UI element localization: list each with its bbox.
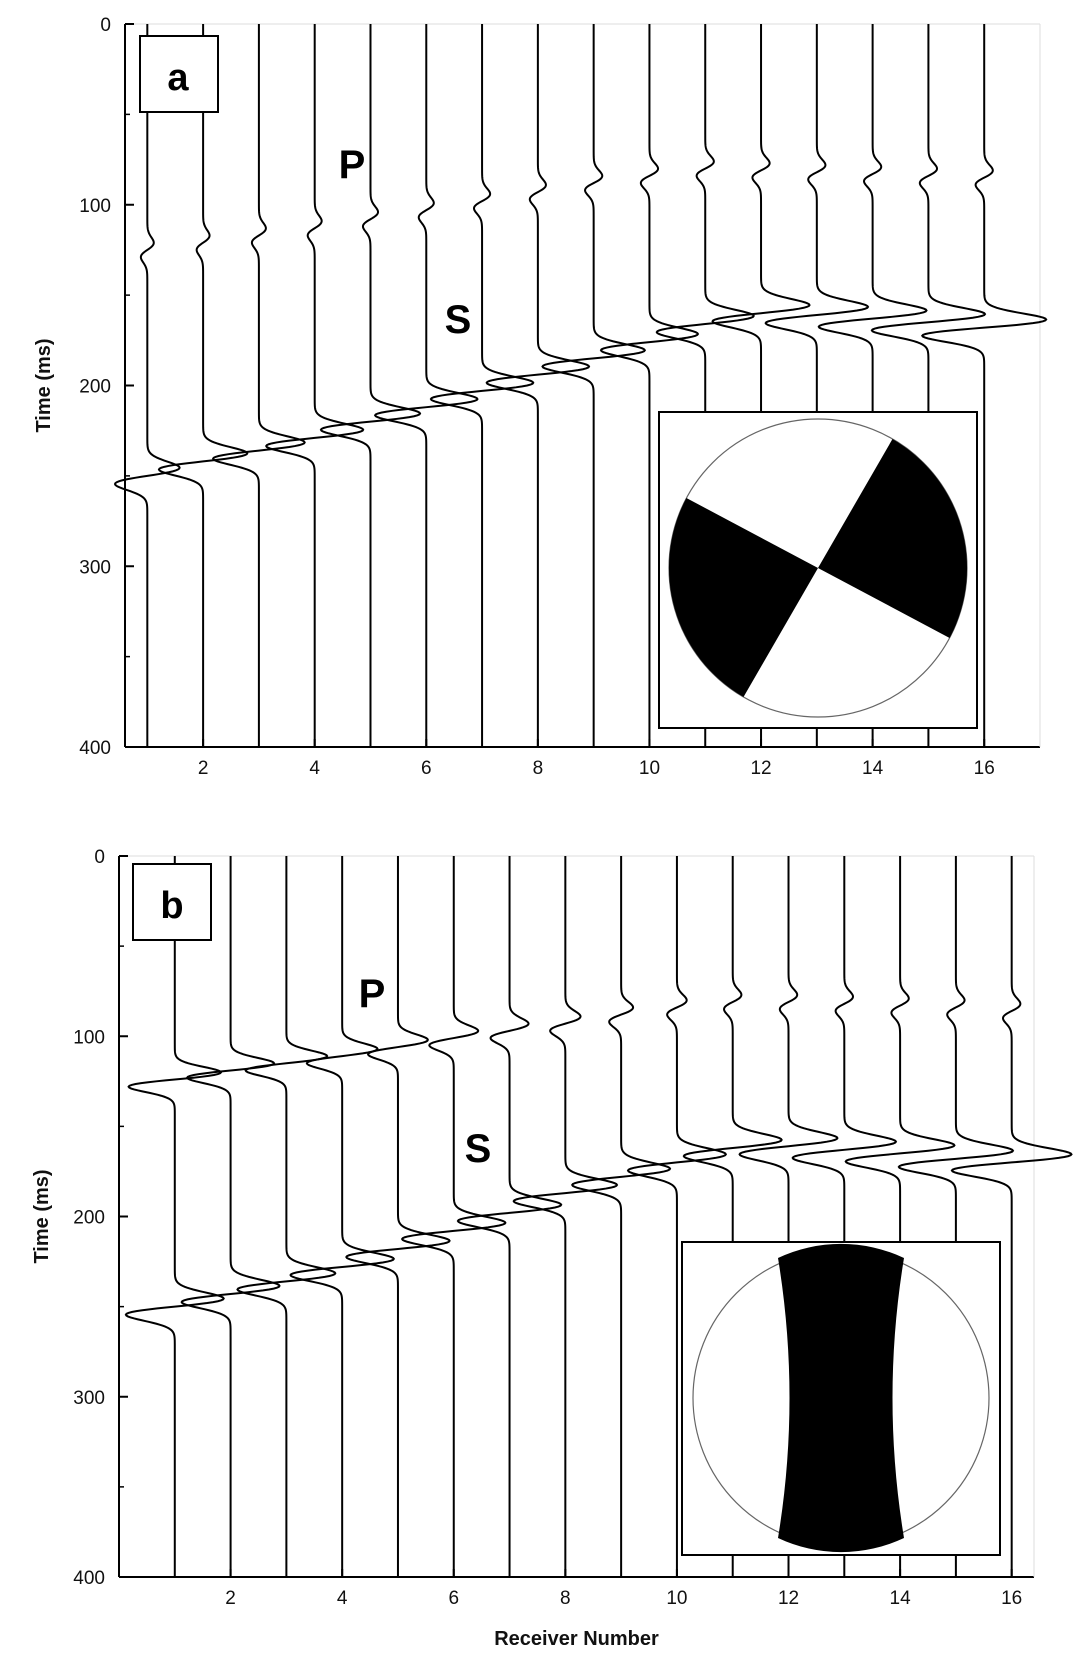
trace-receiver-6: [373, 24, 479, 747]
x-tick-label: 16: [1001, 1588, 1022, 1609]
x-tick-label: 12: [750, 758, 771, 779]
y-tick-label: 100: [79, 196, 111, 217]
x-tick-label: 8: [533, 758, 544, 779]
trace-receiver-4: [289, 856, 396, 1577]
x-tick-label: 10: [639, 758, 660, 779]
x-tick-label: 4: [337, 1588, 348, 1609]
p-phase-label: P: [339, 143, 366, 187]
x-tick-label: 6: [448, 1588, 459, 1609]
trace-receiver-1: [124, 856, 225, 1577]
trace-receiver-10: [599, 24, 700, 747]
trace-receiver-1: [113, 24, 181, 747]
y-tick-label: 300: [73, 1388, 105, 1409]
x-axis-title: Receiver Number: [494, 1628, 659, 1650]
x-tick-label: 6: [421, 758, 432, 779]
p-phase-label: P: [359, 972, 386, 1016]
y-tick-label: 0: [100, 15, 111, 36]
y-tick-label: 400: [73, 1568, 105, 1589]
x-tick-label: 14: [862, 758, 884, 779]
panel-tag-box: [139, 35, 219, 113]
x-tick-label: 14: [890, 1588, 912, 1609]
y-tick-label: 100: [73, 1027, 105, 1048]
trace-receiver-7: [456, 856, 563, 1577]
x-tick-label: 2: [225, 1588, 236, 1609]
x-tick-label: 12: [778, 1588, 799, 1609]
panel-b: 0 100 200 300 400 2 4 6 8 10 12 14 16 Time (ms) Receiv…: [31, 847, 1073, 1650]
y-tick-label: 400: [79, 738, 111, 759]
y-tick-label: 200: [79, 377, 111, 398]
trace-receiver-6: [400, 856, 507, 1577]
trace-receiver-5: [345, 856, 451, 1577]
trace-receiver-9: [541, 24, 647, 747]
trace-receiver-16: [920, 24, 1048, 747]
beachball-inset: [658, 411, 978, 729]
trace-receiver-8: [512, 856, 619, 1577]
trace-receiver-16: [950, 856, 1073, 1577]
x-tick-label: 2: [198, 758, 209, 779]
x-tick-label: 4: [309, 758, 320, 779]
compressional-band: [778, 1243, 904, 1553]
y-axis-title: Time (ms): [31, 1169, 53, 1263]
x-tick-label: 8: [560, 1588, 571, 1609]
panel-tag-label: b: [160, 885, 183, 927]
trace-receiver-2: [180, 856, 281, 1577]
y-tick-label: 0: [94, 847, 105, 868]
trace-receiver-9: [571, 856, 672, 1577]
beachball-inset: [681, 1241, 1001, 1556]
s-phase-label: S: [445, 298, 472, 342]
s-phase-label: S: [465, 1127, 492, 1171]
x-tick-label: 16: [974, 758, 995, 779]
panel-a: 0 100 200 300 400 2 4 6 8 10 12 14 16 Time (ms) a P S: [33, 15, 1048, 779]
trace-receiver-3: [211, 24, 306, 747]
panel-tag-box: [132, 863, 212, 941]
trace-receiver-3: [236, 856, 337, 1577]
y-tick-label: 200: [73, 1208, 105, 1229]
trace-receiver-4: [265, 24, 365, 747]
trace-receiver-2: [157, 24, 249, 747]
compressional-quadrant-east: [818, 439, 968, 638]
y-axis-title: Time (ms): [33, 338, 55, 432]
x-tick-label: 10: [666, 1588, 687, 1609]
panel-tag-label: a: [167, 57, 189, 99]
trace-receiver-7: [429, 24, 535, 747]
trace-receiver-5: [319, 24, 422, 747]
compressional-quadrant-west: [668, 498, 818, 697]
trace-receiver-8: [485, 24, 591, 747]
y-tick-label: 300: [79, 557, 111, 578]
trace-receiver-10: [626, 856, 728, 1577]
